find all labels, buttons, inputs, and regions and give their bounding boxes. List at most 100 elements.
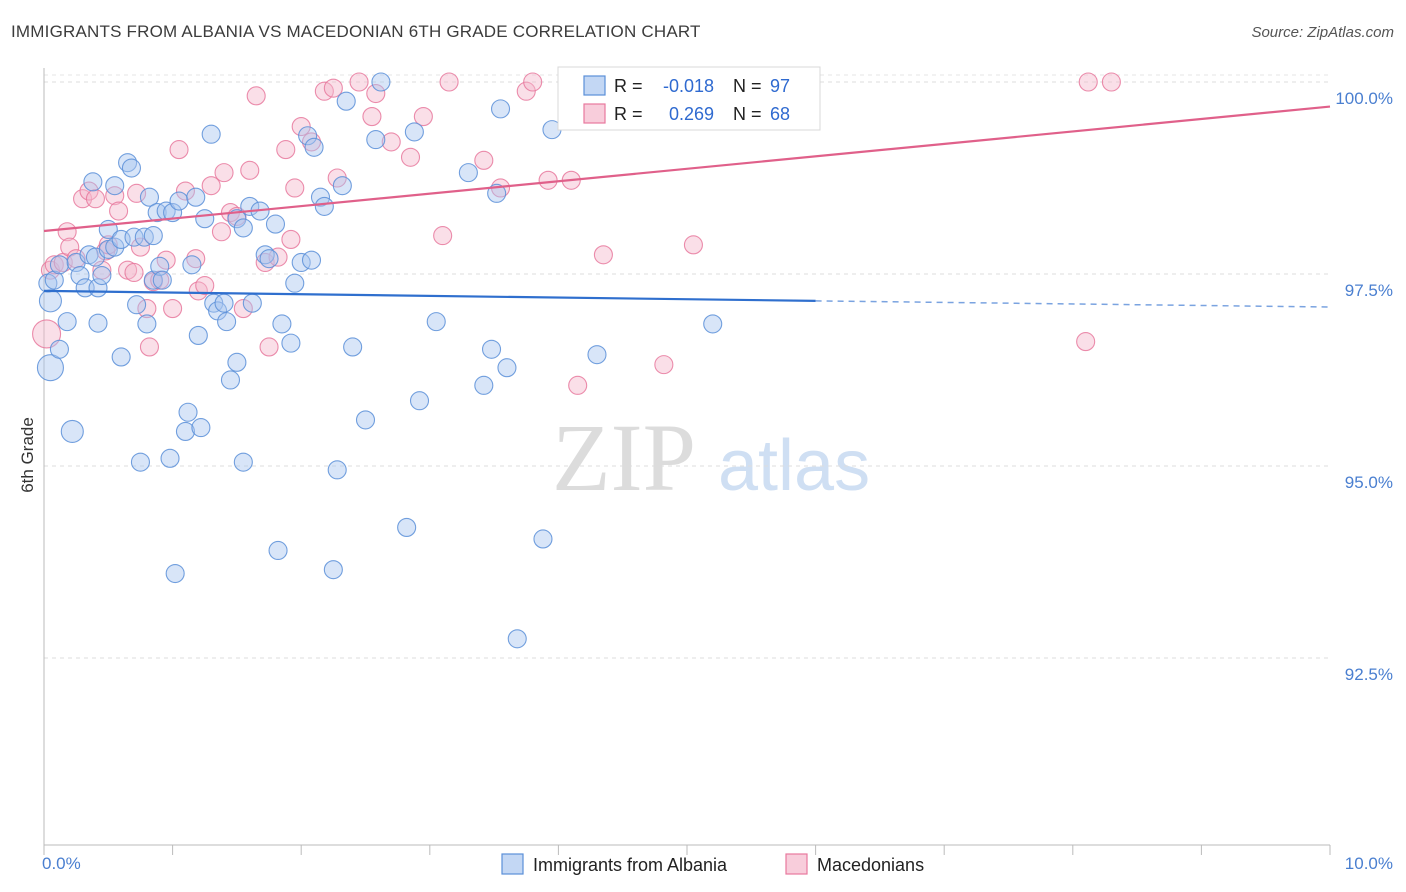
albania-point-88 [481, 339, 502, 359]
albania-point-87 [474, 375, 494, 395]
legend-swatch-macedonians [583, 103, 606, 124]
albania-point-29 [137, 314, 157, 334]
macedonian-point-14 [109, 201, 129, 221]
albania-point-48 [201, 124, 221, 144]
trend-lines [43, 105, 1331, 308]
macedonian-point-29 [195, 275, 215, 296]
albania-point-16 [92, 265, 112, 286]
albania-point-12 [83, 172, 103, 192]
macedonian-point-67 [683, 235, 703, 255]
macedonian-point-17 [127, 183, 147, 203]
albania-point-41 [175, 421, 196, 441]
albania-point-72 [310, 187, 331, 207]
macedonian-point-30 [201, 176, 221, 196]
macedonian-point-54 [413, 107, 433, 127]
macedonian-point-50 [362, 107, 382, 127]
albania-point-67 [285, 273, 305, 293]
albania-point-5 [49, 339, 69, 359]
bottom-legend-label-macedonians: Macedonians [817, 855, 924, 875]
albania-point-90 [490, 99, 511, 119]
albania-point-63 [265, 214, 286, 234]
axes [43, 68, 1331, 855]
albania-point-83 [404, 122, 424, 142]
y-axis-title: 6th Grade [18, 417, 37, 493]
albania-point-9 [70, 265, 90, 286]
macedonian-point-18 [130, 237, 150, 257]
macedonian-point-39 [259, 337, 279, 357]
data-points [32, 72, 1121, 649]
albania-point-46 [191, 418, 211, 438]
macedonian-point-47 [323, 78, 343, 98]
legend-n-value-2: 68 [770, 104, 790, 124]
albania-point-43 [182, 255, 202, 275]
albania-point-26 [127, 295, 147, 315]
legend-r-label-2: R = [614, 104, 643, 124]
albania-point-59 [242, 293, 262, 313]
albania-point-57 [233, 218, 253, 238]
source-credit: Source: ZipAtlas.com [1251, 24, 1394, 41]
bottom-legend-swatch-macedonians [785, 853, 808, 875]
albania-point-96 [703, 314, 723, 334]
albania-point-37 [160, 448, 180, 468]
albania-point-80 [366, 130, 386, 150]
albania-point-62 [259, 249, 279, 269]
macedonian-point-52 [381, 132, 401, 152]
legend-r-value-1: -0.018 [663, 76, 714, 96]
albania-point-84 [409, 391, 430, 411]
albania-point-23 [118, 153, 138, 173]
albania-point-19 [105, 237, 125, 257]
y-tick-label-1: 95.0% [1345, 473, 1393, 492]
y-tick-label-3: 100.0% [1335, 89, 1393, 108]
bottom-legend-label-albania: Immigrants from Albania [533, 855, 728, 875]
albania-point-74 [323, 560, 343, 580]
albania-point-7 [60, 419, 84, 443]
albania-point-76 [332, 176, 352, 196]
legend-n-value-1: 97 [770, 76, 790, 96]
macedonian-point-60 [523, 72, 543, 92]
macedonian-point-26 [175, 181, 196, 201]
albania-point-39 [165, 563, 185, 584]
albania-point-89 [487, 183, 507, 203]
correlation-legend: R = -0.018 N = 97 R = 0.269 N = 68 [557, 66, 821, 131]
macedonian-point-36 [240, 160, 260, 180]
x-tick-label-max: 10.0% [1345, 854, 1393, 873]
macedonian-point-19 [137, 299, 157, 319]
y-tick-label-0: 92.5% [1345, 665, 1393, 684]
macedonian-point-0 [32, 319, 62, 349]
macedonian-point-32 [214, 163, 234, 183]
albania-point-82 [397, 517, 417, 537]
albania-point-45 [188, 325, 208, 345]
macedonian-point-20 [139, 337, 160, 357]
albania-point-92 [507, 629, 527, 649]
albania-point-6 [57, 312, 77, 332]
albania-point-14 [88, 313, 108, 333]
watermark-zip: ZIP [552, 404, 696, 511]
albania-point-55 [227, 352, 247, 372]
albania-point-4 [49, 255, 69, 275]
albania-point-78 [343, 337, 363, 357]
macedonian-point-28 [188, 281, 208, 301]
bottom-legend-swatch-albania [501, 853, 524, 875]
macedonian-point-61 [538, 170, 558, 190]
albania-point-51 [214, 293, 234, 313]
macedonian-point-51 [366, 83, 386, 104]
macedonian-point-42 [281, 229, 301, 249]
albania-point-73 [314, 196, 334, 216]
legend-r-value-2: 0.269 [669, 104, 714, 124]
albania-point-91 [497, 358, 517, 378]
macedonian-point-70 [1101, 72, 1121, 92]
albania-point-86 [458, 163, 478, 183]
macedonian-point-16 [124, 262, 144, 283]
albania-point-42 [178, 402, 198, 422]
albania-point-75 [327, 460, 347, 480]
albania-point-65 [272, 314, 292, 334]
macedonian-point-49 [349, 72, 369, 92]
albania-point-47 [195, 209, 215, 229]
albania-point-27 [130, 452, 150, 472]
macedonian-point-63 [568, 375, 588, 395]
legend-n-label-2: N = [733, 104, 762, 124]
macedonian-point-9 [85, 189, 105, 209]
legend-n-label-1: N = [733, 76, 762, 96]
albania-point-71 [304, 137, 324, 157]
